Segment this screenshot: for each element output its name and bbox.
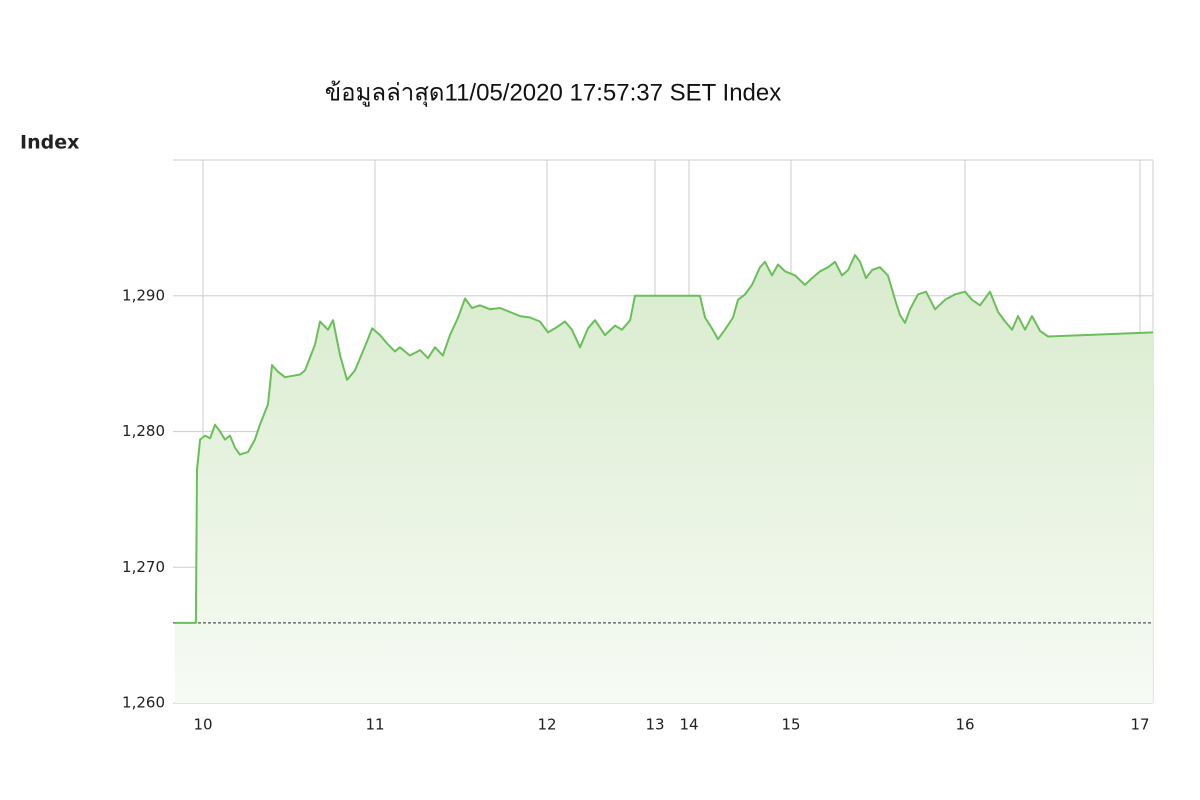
chart-title: ข้อมูลล่าสุด11/05/2020 17:57:37 SET Inde… [325,79,781,107]
x-tick-label: 13 [645,716,664,734]
x-tick-label: 11 [365,716,384,734]
y-tick-label: 1,260 [122,694,165,712]
x-tick-label: 15 [781,716,800,734]
x-tick-label: 14 [679,716,698,734]
x-tick-label: 10 [193,716,212,734]
price-line [175,254,1154,624]
y-tick-label: 1,270 [122,558,165,576]
x-tick-label: 12 [537,716,556,734]
y-tick-label: 1,280 [122,422,165,440]
x-tick-label: 16 [955,716,974,734]
y-tick-label: 1,290 [122,286,165,304]
x-tick-label: 17 [1130,716,1149,734]
area-fill [174,255,1154,703]
y-axis-label: Index [20,132,79,154]
